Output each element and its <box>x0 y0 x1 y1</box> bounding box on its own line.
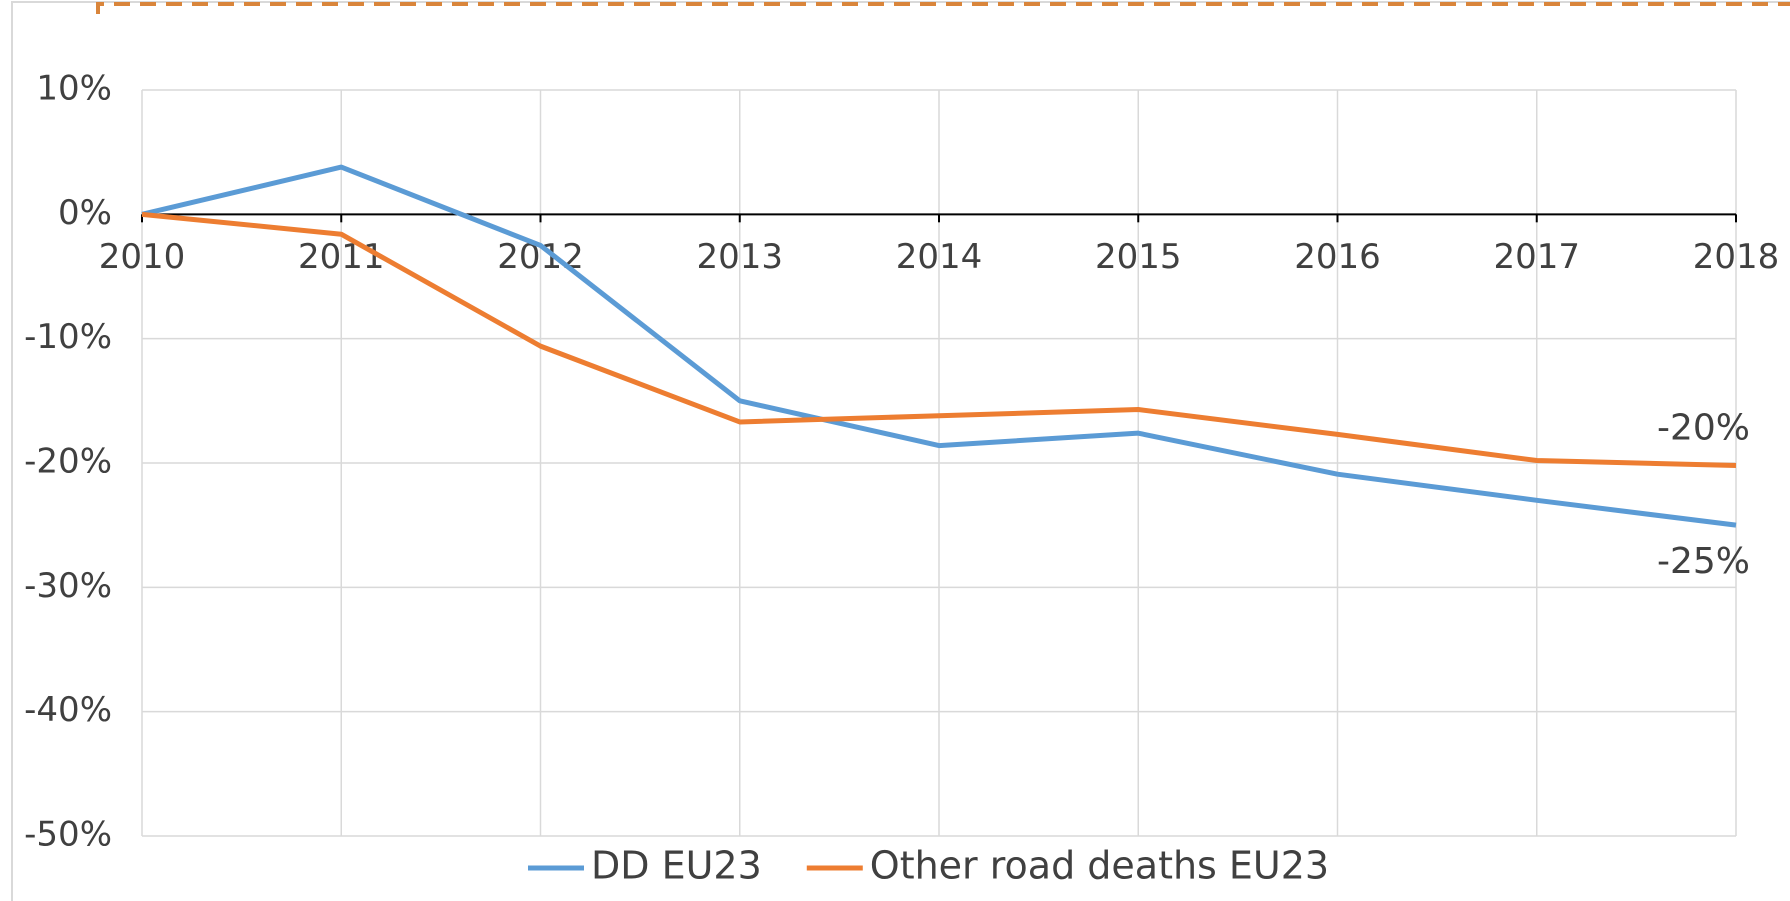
x-tick-label: 2018 <box>1693 237 1780 277</box>
chart-frame <box>11 1 1790 901</box>
y-tick-label: -50% <box>24 815 112 855</box>
x-tick-label: 2011 <box>298 237 385 277</box>
dashed-border <box>96 2 1790 14</box>
x-tick-label: 2013 <box>696 237 783 277</box>
x-tick-label: 2014 <box>896 237 983 277</box>
y-tick-label: -20% <box>24 442 112 482</box>
y-tick-label: -10% <box>24 317 112 357</box>
y-tick-label: -30% <box>24 566 112 606</box>
x-tick-label: 2017 <box>1493 237 1580 277</box>
x-tick-label: 2010 <box>99 237 186 277</box>
y-tick-label: 0% <box>58 193 112 233</box>
data-label: -25% <box>1657 541 1750 582</box>
data-label: -20% <box>1657 407 1750 448</box>
legend-label: Other road deaths EU23 <box>870 844 1329 888</box>
y-tick-label: -40% <box>24 690 112 730</box>
series-line <box>141 164 1737 528</box>
x-tick-label: 2015 <box>1095 237 1182 277</box>
series-line <box>141 211 1737 468</box>
legend-label: DD EU23 <box>591 844 762 888</box>
x-tick-label: 2016 <box>1294 237 1381 277</box>
y-tick-label: 10% <box>36 69 112 109</box>
